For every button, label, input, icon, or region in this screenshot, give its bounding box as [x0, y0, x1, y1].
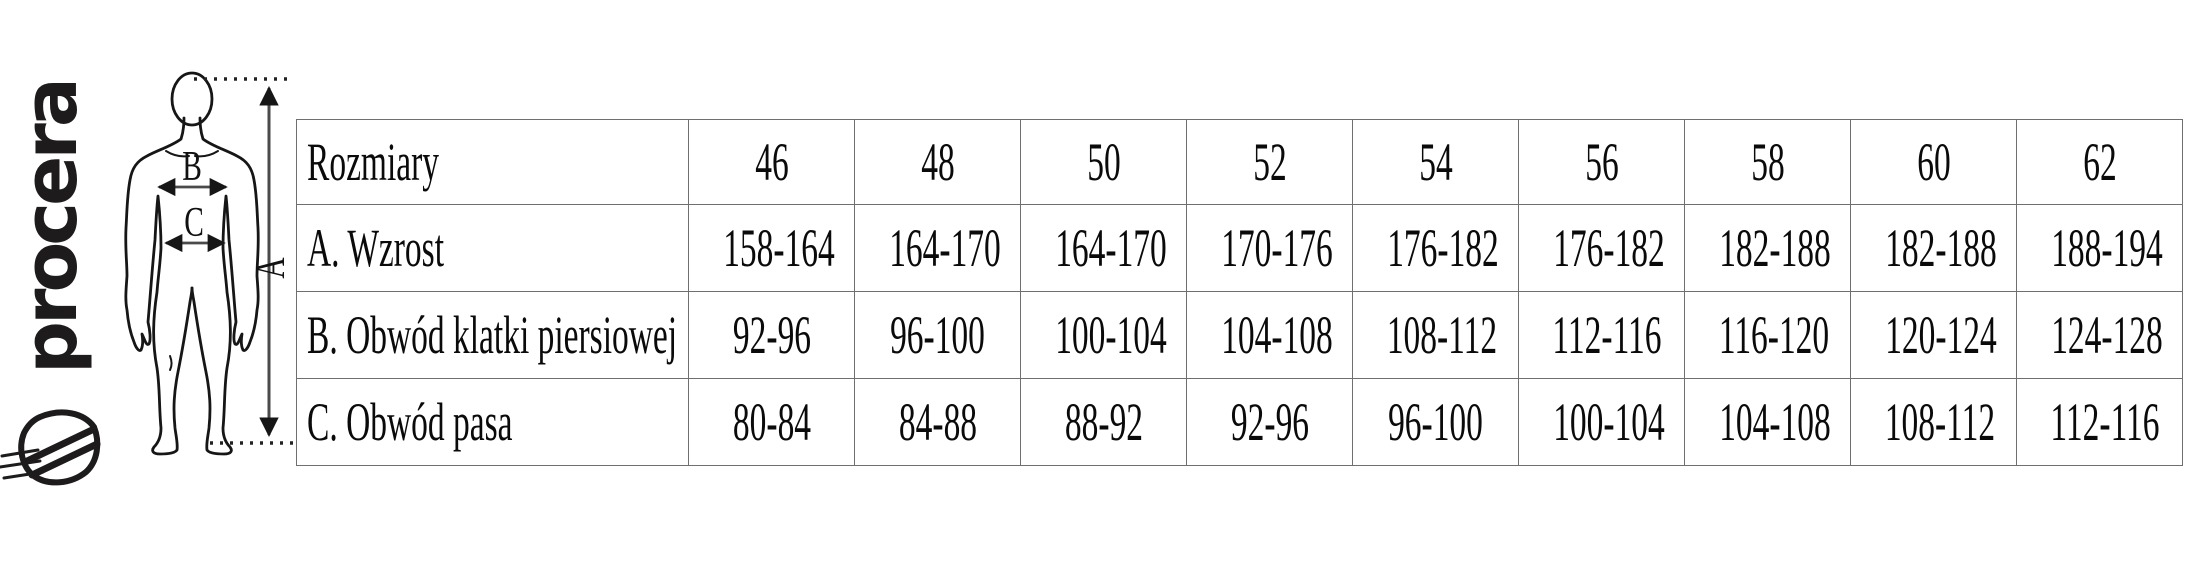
header-text: 52 [1252, 132, 1287, 192]
size-value-text: 84-88 [898, 392, 977, 452]
size-value-text: 124-128 [2051, 305, 2163, 365]
size-value-cell: 112-116 [1518, 291, 1685, 379]
row-label: A. Wzrost [296, 204, 689, 292]
size-value-cell: 84-88 [854, 378, 1021, 466]
size-value-text: 164-170 [1055, 218, 1167, 278]
size-value-cell: 100-104 [1518, 378, 1685, 466]
size-value-text: 170-176 [1221, 218, 1333, 278]
size-value-text: 104-108 [1221, 305, 1333, 365]
chest-arrow-label: B [182, 143, 202, 189]
size-value-cell: 182-188 [1684, 204, 1851, 292]
row-label-text: A. Wzrost [307, 218, 445, 278]
size-table: Rozmiary 46 48 50 52 54 56 58 60 62 A. Wzrost 158-… [296, 119, 2183, 466]
size-value-text: 92-96 [1230, 392, 1309, 452]
row-label: C. Obwód pasa [296, 378, 689, 466]
size-value-text: 112-116 [1552, 305, 1662, 365]
header-text: 48 [920, 132, 955, 192]
body-measurement-diagram: A B C [124, 71, 294, 456]
size-value-text: 182-188 [1885, 218, 1997, 278]
header-text: 60 [1916, 132, 1951, 192]
size-value-cell: 104-108 [1186, 291, 1353, 379]
table-row: B. Obwód klatki piersiowej 92-96 96-100 100… [296, 291, 2183, 379]
size-column-header: 56 [1518, 119, 1685, 205]
row-label-header: Rozmiary [296, 119, 689, 205]
size-value-text: 120-124 [1885, 305, 1997, 365]
size-value-text: 100-104 [1553, 392, 1665, 452]
size-value-cell: 104-108 [1684, 378, 1851, 466]
size-value-cell: 108-112 [1850, 378, 2017, 466]
size-value-text: 108-112 [1884, 392, 1996, 452]
size-value-text: 100-104 [1055, 305, 1167, 365]
size-table-header-row: Rozmiary 46 48 50 52 54 56 58 60 62 [296, 119, 2183, 205]
size-column-header: 46 [688, 119, 855, 205]
size-value-text: 112-116 [2050, 392, 2160, 452]
header-text: 56 [1584, 132, 1619, 192]
size-column-header: 50 [1020, 119, 1187, 205]
size-value-cell: 112-116 [2016, 378, 2183, 466]
header-text: 46 [754, 132, 789, 192]
size-value-cell: 182-188 [1850, 204, 2017, 292]
size-value-text: 176-182 [1553, 218, 1665, 278]
size-value-cell: 92-96 [1186, 378, 1353, 466]
size-value-text: 116-120 [1718, 305, 1830, 365]
size-value-text: 104-108 [1719, 392, 1831, 452]
size-value-text: 96-100 [890, 305, 985, 365]
size-value-cell: 124-128 [2016, 291, 2183, 379]
size-value-text: 96-100 [1388, 392, 1483, 452]
row-label: B. Obwód klatki piersiowej [296, 291, 689, 379]
table-row: C. Obwód pasa 80-84 84-88 88-92 92-96 96-100 1… [296, 378, 2183, 466]
size-value-cell: 120-124 [1850, 291, 2017, 379]
size-value-text: 92-96 [732, 305, 811, 365]
table-row: A. Wzrost 158-164 164-170 164-170 170-176 176… [296, 204, 2183, 292]
size-value-text: 108-112 [1386, 305, 1498, 365]
size-value-text: 182-188 [1719, 218, 1831, 278]
size-column-header: 54 [1352, 119, 1519, 205]
size-value-cell: 164-170 [1020, 204, 1187, 292]
body-outline [124, 71, 260, 456]
height-arrow-label: A [247, 257, 293, 278]
size-value-text: 176-182 [1387, 218, 1499, 278]
waist-arrow-label: C [184, 199, 204, 245]
size-value-cell: 96-100 [1352, 378, 1519, 466]
row-label-text: B. Obwód klatki piersiowej [307, 305, 678, 365]
size-value-cell: 100-104 [1020, 291, 1187, 379]
header-text: 54 [1418, 132, 1453, 192]
size-value-text: 188-194 [2051, 218, 2163, 278]
size-value-cell: 80-84 [688, 378, 855, 466]
size-column-header: 62 [2016, 119, 2183, 205]
size-value-cell: 108-112 [1352, 291, 1519, 379]
procera-shield-icon [0, 409, 101, 486]
header-text: 50 [1086, 132, 1121, 192]
size-value-cell: 164-170 [854, 204, 1021, 292]
header-text: Rozmiary [307, 132, 440, 192]
header-text: 58 [1750, 132, 1785, 192]
size-column-header: 48 [854, 119, 1021, 205]
size-column-header: 58 [1684, 119, 1851, 205]
size-column-header: 60 [1850, 119, 2017, 205]
header-text: 62 [2082, 132, 2117, 192]
size-value-cell: 176-182 [1352, 204, 1519, 292]
size-value-text: 164-170 [889, 218, 1001, 278]
row-label-text: C. Obwód pasa [307, 392, 513, 452]
size-value-text: 158-164 [723, 218, 835, 278]
size-value-text: 88-92 [1064, 392, 1143, 452]
size-column-header: 52 [1186, 119, 1353, 205]
size-value-cell: 188-194 [2016, 204, 2183, 292]
size-value-cell: 92-96 [688, 291, 855, 379]
size-value-cell: 158-164 [688, 204, 855, 292]
size-value-cell: 96-100 [854, 291, 1021, 379]
size-value-cell: 88-92 [1020, 378, 1187, 466]
size-value-text: 80-84 [732, 392, 811, 452]
size-value-cell: 116-120 [1684, 291, 1851, 379]
size-value-cell: 176-182 [1518, 204, 1685, 292]
size-value-cell: 170-176 [1186, 204, 1353, 292]
